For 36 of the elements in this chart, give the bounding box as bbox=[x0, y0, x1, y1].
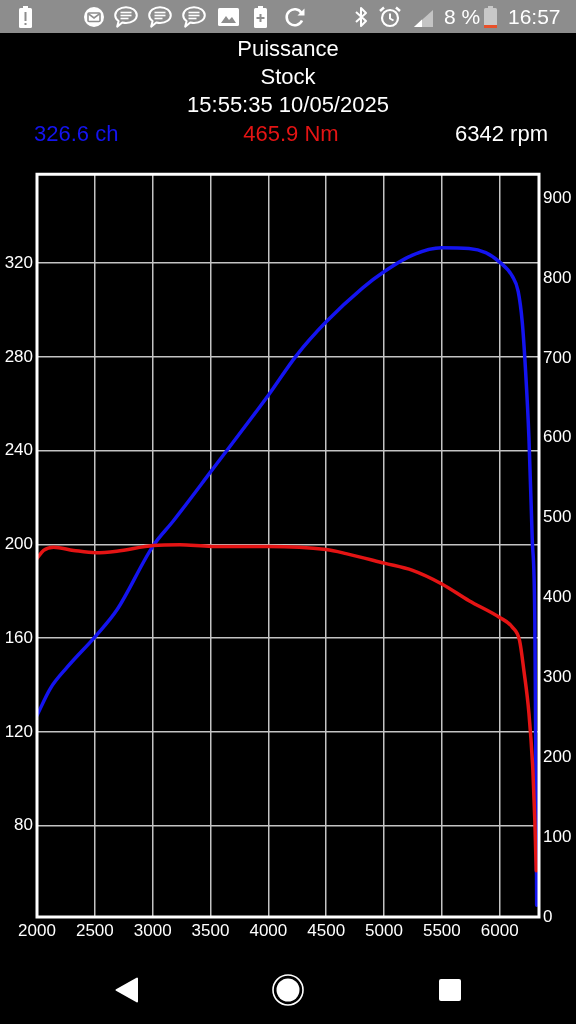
text: 8 % bbox=[444, 5, 481, 28]
x-tick-label: 2500 bbox=[75, 920, 114, 940]
y2-tick-label: 500 bbox=[543, 507, 572, 527]
text: 6342 rpm bbox=[455, 120, 548, 148]
x-tick-label: 3500 bbox=[191, 920, 230, 940]
y2-tick-label: 400 bbox=[543, 587, 572, 607]
text: 465.9 Nm bbox=[243, 120, 339, 148]
x-tick-label: 4000 bbox=[249, 920, 288, 940]
text: 326.6 ch bbox=[34, 120, 119, 148]
chart-title: Puissance bbox=[236, 36, 340, 62]
x-tick-label: 2000 bbox=[18, 920, 56, 940]
y2-tick-label: 100 bbox=[543, 826, 572, 846]
y2-tick-label: 900 bbox=[543, 187, 572, 207]
x-tick-label: 5000 bbox=[365, 920, 403, 940]
y-tick-label: 240 bbox=[4, 440, 33, 460]
y-tick-label: 160 bbox=[4, 627, 33, 647]
text: 15:55:35 10/05/2025 bbox=[186, 92, 390, 118]
y2-tick-label: 600 bbox=[543, 427, 572, 447]
x-tick-label: 6000 bbox=[480, 920, 519, 940]
y-tick-label: 200 bbox=[4, 534, 33, 554]
x-tick-label: 3000 bbox=[133, 920, 172, 940]
line-series bbox=[37, 246, 539, 908]
y-tick-label: 80 bbox=[14, 815, 33, 835]
x-tick-label: 4500 bbox=[307, 920, 346, 940]
y2-tick-label: 800 bbox=[543, 267, 572, 287]
y2-tick-label: 0 bbox=[543, 906, 553, 926]
y2-tick-label: 700 bbox=[543, 347, 572, 367]
y2-tick-label: 200 bbox=[543, 746, 572, 766]
line-series bbox=[37, 543, 538, 873]
y-tick-label: 120 bbox=[4, 721, 33, 741]
chart-subtitle: Stock bbox=[259, 64, 317, 90]
y-tick-label: 320 bbox=[4, 252, 33, 272]
y2-tick-label: 300 bbox=[543, 667, 572, 687]
x-tick-label: 5500 bbox=[422, 920, 461, 940]
y-tick-label: 280 bbox=[4, 346, 33, 366]
text: 16:57 bbox=[508, 5, 561, 28]
